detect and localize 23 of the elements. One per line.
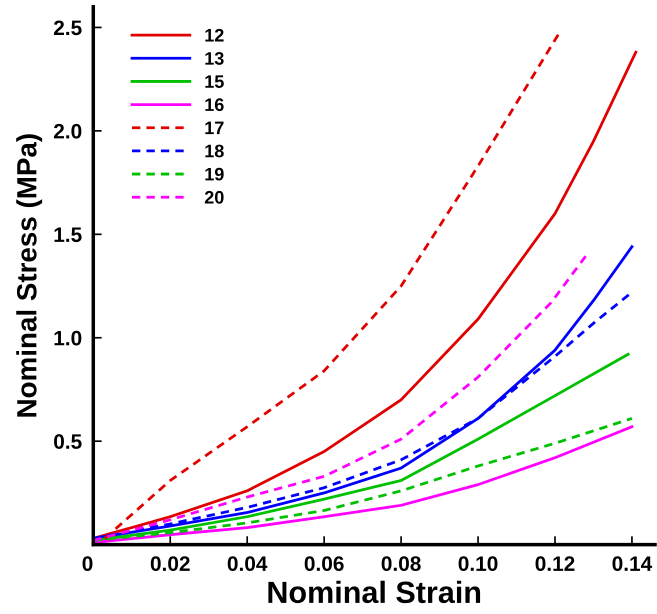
x-tick-label: 0.14 xyxy=(612,556,652,572)
legend-label: 12 xyxy=(205,28,224,42)
x-tick-label: 0.04 xyxy=(228,556,268,572)
legend-label: 17 xyxy=(205,122,224,134)
y-axis-title: Nominal Stress (MPa) xyxy=(16,134,42,417)
y-tick-label: 2.5 xyxy=(54,20,82,36)
legend-label: 16 xyxy=(205,98,224,112)
x-tick-label: 0.02 xyxy=(150,556,190,572)
x-axis-title: Nominal Strain xyxy=(268,580,480,604)
legend-label: 19 xyxy=(205,168,224,181)
legend-label: 13 xyxy=(205,52,224,65)
x-tick-label: 0.06 xyxy=(304,556,344,572)
x-tick-label: 0.08 xyxy=(382,556,421,572)
y-tick-label: 2.0 xyxy=(54,124,82,139)
x-tick-label: 0.10 xyxy=(458,556,498,572)
y-tick-label: 0.5 xyxy=(54,434,82,449)
y-tick-label: 1.0 xyxy=(54,330,82,346)
y-tick-label: 1.5 xyxy=(54,228,82,242)
legend-label: 15 xyxy=(205,75,224,88)
x-tick-label: 0 xyxy=(82,556,92,572)
legend-label: 18 xyxy=(205,144,224,158)
legend-label: 20 xyxy=(204,190,224,204)
x-tick-label: 0.12 xyxy=(536,556,574,572)
